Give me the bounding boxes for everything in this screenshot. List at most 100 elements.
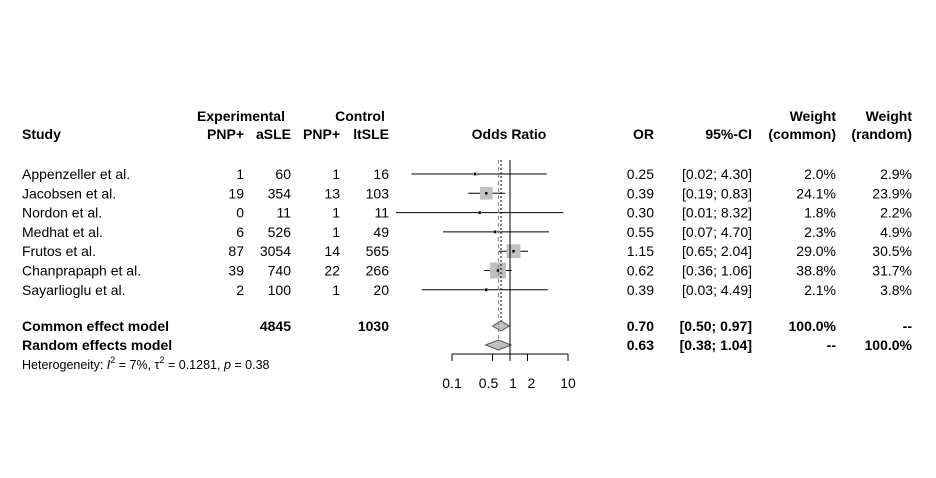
- ctrl-events: 14: [324, 243, 340, 259]
- ctrl-total: 103: [366, 185, 390, 201]
- header-odds-ratio: Odds Ratio: [472, 126, 547, 142]
- model-ci: [0.50; 0.97]: [680, 318, 752, 334]
- model-or: 0.63: [627, 337, 654, 353]
- study-weight-random: 31.7%: [872, 263, 912, 279]
- study-ci: [0.02; 4.30]: [682, 166, 752, 182]
- study-or: 0.39: [627, 185, 654, 201]
- exp-total: 3054: [260, 243, 291, 259]
- study-ci: [0.36; 1.06]: [682, 263, 752, 279]
- study-name: Chanprapaph et al.: [22, 263, 141, 279]
- study-or: 0.30: [627, 205, 654, 221]
- header-study: Study: [22, 126, 61, 142]
- x-tick-label: 0.1: [442, 375, 462, 391]
- exp-events: 87: [228, 243, 244, 259]
- study-weight-random: 4.9%: [880, 224, 912, 240]
- header-weight-random-word: Weight: [866, 108, 913, 124]
- table-row: Frutos et al. 87 3054 14 565 1.15 [0.65; 2.04]…: [22, 243, 912, 259]
- header-weight-common-word: Weight: [790, 108, 837, 124]
- exp-total: 740: [268, 263, 292, 279]
- study-weight-random: 2.9%: [880, 166, 912, 182]
- x-tick-label: 0.5: [479, 375, 499, 391]
- header: Experimental Control Weight Weight Study…: [22, 108, 912, 142]
- study-ci: [0.07; 4.70]: [682, 224, 752, 240]
- header-experimental: Experimental: [197, 108, 285, 124]
- study-point: [478, 211, 481, 214]
- exp-events: 2: [236, 282, 244, 298]
- model-exp-total: 4845: [260, 318, 291, 334]
- exp-events: 6: [236, 224, 244, 240]
- ctrl-total: 11: [374, 205, 389, 221]
- ctrl-events: 1: [332, 205, 340, 221]
- ctrl-events: 13: [324, 185, 340, 201]
- study-or: 0.55: [627, 224, 654, 240]
- study-weight-common: 38.8%: [796, 263, 836, 279]
- model-weight-common: --: [827, 337, 837, 353]
- x-tick-label: 10: [560, 375, 576, 391]
- exp-total: 526: [268, 224, 292, 240]
- header-ctrl-total: ltSLE: [353, 126, 389, 142]
- study-weight-random: 3.8%: [880, 282, 912, 298]
- model-ctrl-total: 1030: [358, 318, 389, 334]
- header-weight-random: (random): [851, 126, 912, 142]
- study-ci: [0.01; 8.32]: [682, 205, 752, 221]
- study-or: 1.15: [627, 243, 654, 259]
- header-ctrl-events: PNP+: [303, 126, 340, 142]
- model-diamond: [491, 320, 511, 332]
- exp-total: 100: [268, 282, 292, 298]
- study-weight-common: 2.1%: [804, 282, 836, 298]
- study-weight-random: 23.9%: [872, 185, 912, 201]
- exp-total: 11: [276, 205, 291, 221]
- i2-symbol: I: [107, 358, 111, 372]
- study-name: Nordon et al.: [22, 205, 102, 221]
- model-weight-common: 100.0%: [789, 318, 837, 334]
- table-row: Appenzeller et al. 1 60 1 16 0.25 [0.02; 4.30]…: [22, 166, 912, 182]
- study-weight-common: 2.0%: [804, 166, 836, 182]
- study-point: [493, 230, 497, 234]
- header-exp-events: PNP+: [207, 126, 244, 142]
- exp-events: 19: [228, 185, 244, 201]
- plot-marks: [396, 160, 564, 354]
- exp-events: 39: [228, 263, 244, 279]
- study-rows: Appenzeller et al. 1 60 1 16 0.25 [0.02; 4.30]…: [22, 166, 913, 353]
- exp-events: 1: [236, 166, 244, 182]
- header-exp-total: aSLE: [256, 126, 291, 142]
- study-ci: [0.03; 4.49]: [682, 282, 752, 298]
- study-point: [485, 288, 488, 291]
- model-diamond: [484, 339, 513, 351]
- study-weight-random: 30.5%: [872, 243, 912, 259]
- header-weight-common: (common): [768, 126, 836, 142]
- tau2-superscript: 2: [160, 355, 165, 365]
- study-point: [512, 250, 515, 253]
- tau2-symbol: τ: [155, 358, 160, 372]
- study-weight-common: 1.8%: [804, 205, 836, 221]
- ctrl-events: 1: [332, 224, 340, 240]
- study-weight-common: 2.3%: [804, 224, 836, 240]
- x-tick-label: 1: [509, 375, 517, 391]
- ctrl-events: 22: [324, 263, 340, 279]
- i2-superscript: 2: [110, 355, 115, 365]
- study-point: [496, 269, 500, 272]
- x-tick-label: 2: [528, 375, 536, 391]
- model-ci: [0.38; 1.04]: [680, 337, 752, 353]
- study-name: Sayarlioglu et al.: [22, 282, 126, 298]
- header-or: OR: [633, 126, 654, 142]
- study-name: Medhat et al.: [22, 224, 103, 240]
- x-axis: 0.1 0.5 1 2 10: [442, 353, 576, 391]
- model-or: 0.70: [627, 318, 654, 334]
- study-weight-common: 29.0%: [796, 243, 836, 259]
- p-symbol: p: [223, 358, 231, 372]
- p-value: = 0.38: [231, 358, 270, 372]
- model-name: Random effects model: [22, 337, 172, 353]
- study-weight-common: 24.1%: [796, 185, 836, 201]
- heterogeneity-prefix: Heterogeneity:: [22, 358, 107, 372]
- study-ci: [0.65; 2.04]: [682, 243, 752, 259]
- ctrl-total: 266: [366, 263, 390, 279]
- ctrl-total: 16: [373, 166, 389, 182]
- table-row: Medhat et al. 6 526 1 49 0.55 [0.07; 4.70] 2.3%…: [22, 224, 912, 240]
- model-weight-random: --: [903, 318, 913, 334]
- model-name: Common effect model: [22, 318, 169, 334]
- i2-value: = 7%,: [115, 358, 154, 372]
- study-name: Appenzeller et al.: [22, 166, 130, 182]
- study-weight-random: 2.2%: [880, 205, 912, 221]
